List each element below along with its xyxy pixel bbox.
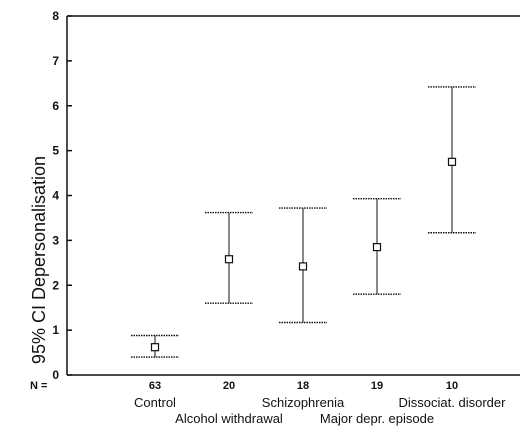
mean-marker <box>150 343 160 352</box>
category-label: Major depr. episode <box>320 411 434 426</box>
y-tick-label: 2 <box>52 278 59 292</box>
error-bars <box>131 86 476 358</box>
mean-marker <box>447 157 457 166</box>
y-tick-label: 1 <box>52 323 59 337</box>
n-row: N = 63 20 18 19 10 <box>30 380 458 392</box>
y-ticks: 0 1 2 3 4 5 6 7 8 <box>52 9 72 382</box>
n-value-label: 10 <box>446 380 458 392</box>
n-value-label: 63 <box>149 380 161 392</box>
n-value-label: 18 <box>297 380 309 392</box>
n-value-label: 19 <box>371 380 383 392</box>
n-row-label: N = <box>30 380 47 392</box>
y-tick-label: 7 <box>52 54 59 68</box>
mean-marker <box>224 255 234 264</box>
category-label: Schizophrenia <box>262 395 345 410</box>
y-tick-label: 3 <box>52 233 59 247</box>
mean-marker <box>298 262 308 271</box>
category-label: Control <box>134 395 176 410</box>
category-label: Dissociat. disorder <box>399 395 507 410</box>
category-label: Alcohol withdrawal <box>175 411 283 426</box>
y-tick-label: 6 <box>52 99 59 113</box>
y-tick-label: 8 <box>52 9 59 23</box>
y-tick-label: 4 <box>52 189 59 203</box>
mean-marker <box>372 243 382 252</box>
n-value-label: 20 <box>223 380 235 392</box>
y-tick-label: 0 <box>52 368 59 382</box>
y-tick-label: 5 <box>52 144 59 158</box>
y-axis-label: 95% CI Depersonalisation <box>29 156 49 364</box>
